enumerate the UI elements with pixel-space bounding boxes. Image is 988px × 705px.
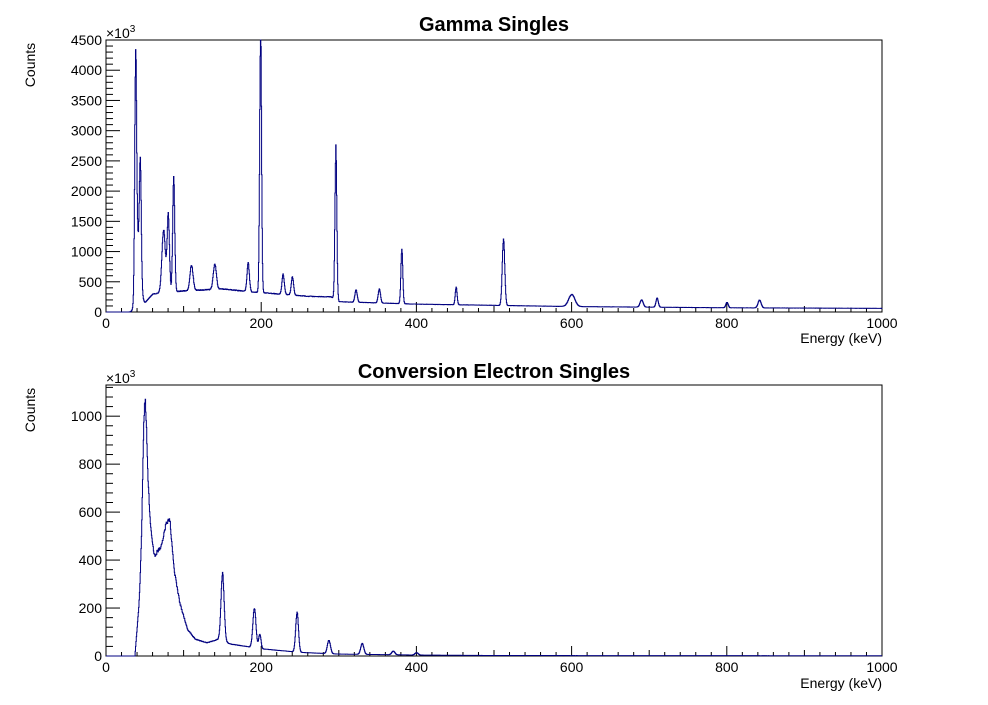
y-tick-label: 0 [94, 648, 102, 664]
y-tick-label: 4000 [71, 62, 102, 78]
x-tick-label: 800 [715, 315, 739, 331]
y-tick-label: 400 [79, 552, 103, 568]
plot-frame [105, 39, 883, 313]
x-tick-label: 400 [405, 659, 429, 675]
x-tick-label: 600 [560, 315, 584, 331]
x-tick-label: 800 [715, 659, 739, 675]
y-tick-label: 3000 [71, 123, 102, 139]
y-tick-label: 2500 [71, 153, 102, 169]
spectrum-series-line [106, 39, 883, 313]
x-tick-label: 1000 [866, 659, 897, 675]
x-tick-label: 200 [250, 315, 274, 331]
chart-title: Gamma Singles [419, 14, 569, 36]
y-tick-label: 500 [79, 274, 103, 290]
y-tick-label: 600 [79, 504, 103, 520]
y-axis-label: Counts [22, 43, 38, 87]
x-axis-label: Energy (keV) [800, 330, 882, 346]
gamma-singles-panel: Gamma Singles 0 200 400 600 800 1000 0 500 1000 15… [22, 14, 898, 346]
multiplier-base: ×10 [106, 25, 130, 41]
y-tick-label: 0 [94, 304, 102, 320]
conversion-electron-singles-panel: Conversion Electron Singles 0 200 400 600 800… [22, 361, 898, 691]
y-axis-multiplier: ×103 [106, 24, 136, 41]
y-tick-label: 1000 [71, 408, 102, 424]
chart-title: Conversion Electron Singles [358, 361, 630, 383]
x-axis-label: Energy (keV) [800, 675, 882, 691]
y-tick-label: 800 [79, 456, 103, 472]
x-tick-label: 1000 [866, 315, 897, 331]
multiplier-base: ×10 [106, 370, 130, 386]
plot-frame [105, 384, 883, 657]
x-tick-label: 600 [560, 659, 584, 675]
y-axis-multiplier: ×103 [106, 369, 136, 386]
x-tick-label: 200 [250, 659, 274, 675]
y-tick-label: 1500 [71, 213, 102, 229]
spectrum-series-line [106, 398, 882, 657]
x-tick-label: 0 [102, 659, 110, 675]
multiplier-exponent: 3 [130, 24, 136, 35]
y-tick-label: 2000 [71, 183, 102, 199]
multiplier-exponent: 3 [130, 369, 136, 380]
x-tick-label: 400 [405, 315, 429, 331]
x-tick-label: 0 [102, 315, 110, 331]
y-tick-label: 1000 [71, 244, 102, 260]
y-tick-label: 3500 [71, 92, 102, 108]
y-axis-label: Counts [22, 388, 38, 432]
y-tick-label: 4500 [71, 32, 102, 48]
y-tick-label: 200 [79, 600, 103, 616]
